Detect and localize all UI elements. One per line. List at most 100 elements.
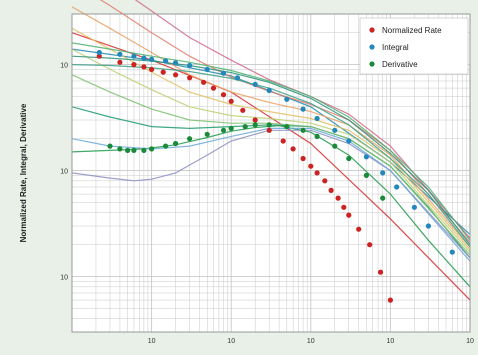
y-axis-title: Normalized Rate, Integral, Derivative (19, 103, 28, 242)
derivative-point (149, 146, 155, 152)
y-tick-label: 10 (60, 63, 68, 70)
derivative-point (131, 147, 137, 153)
integral-point (346, 138, 352, 144)
integral-point (220, 70, 227, 76)
derivative-point (173, 140, 179, 147)
legend-marker-normalized-rate (369, 27, 375, 33)
normalized-rate-point (141, 64, 147, 70)
legend: Normalized Rate Integral Derivative (359, 17, 469, 75)
derivative-point (141, 147, 147, 153)
normalized-rate-point (96, 53, 102, 59)
plot-border (71, 13, 471, 333)
normalized-rate-point (117, 59, 123, 65)
x-tick-label: 10 (466, 338, 474, 345)
integral-point (131, 53, 137, 59)
derivative-point (380, 195, 386, 201)
normalized-rate-point (356, 226, 362, 232)
type-curve-12 (71, 6, 471, 248)
derivative-point (204, 131, 210, 137)
normalized-rate-point (173, 72, 179, 78)
legend-box (359, 17, 469, 75)
type-curves (71, 0, 471, 301)
normalized-rate-point (377, 269, 384, 275)
normalized-rate-point (335, 195, 341, 201)
type-curve-7 (71, 129, 471, 259)
normalized-rate-point (240, 107, 246, 113)
normalized-rate-point (201, 79, 207, 85)
normalized-rate-point (308, 163, 314, 169)
integral-point (449, 249, 455, 255)
derivative-point (300, 127, 306, 133)
derivative-point (107, 143, 113, 149)
integral-point (117, 51, 123, 57)
integral-point (300, 106, 306, 112)
y-tick-label: 10 (60, 169, 68, 176)
normalized-rate-point (346, 212, 352, 218)
normalized-rate-point (210, 85, 217, 91)
integral-point (394, 184, 400, 190)
type-curve-9 (71, 74, 471, 256)
integral-point (411, 204, 417, 210)
tick-labels: 10 10 10 10 10 10 10 10 (60, 63, 474, 345)
normalized-rate-point (131, 62, 137, 68)
type-curve-11 (71, 27, 471, 250)
integral-point (204, 66, 210, 72)
legend-marker-integral (369, 44, 375, 50)
normalized-rate-point (290, 146, 296, 152)
type-curve-15 (71, 55, 471, 246)
type-curve-10 (71, 48, 471, 253)
derivative-point (220, 127, 227, 133)
integral-point (252, 81, 258, 87)
data-markers (96, 49, 455, 303)
integral-point (187, 62, 193, 69)
normalized-rate-point (314, 170, 320, 176)
integral-point (266, 87, 272, 94)
integral-point (141, 55, 147, 61)
derivative-point (266, 122, 272, 128)
derivative-point (346, 155, 352, 162)
normalized-rate-point (387, 297, 393, 303)
integral-point (314, 115, 320, 122)
normalized-rate-point (280, 138, 286, 144)
y-tick-label: 10 (60, 275, 68, 282)
derivative-point (252, 122, 258, 128)
integral-point (234, 75, 241, 81)
derivative-point (163, 143, 169, 149)
derivative-point (363, 172, 369, 178)
derivative-point (332, 143, 338, 149)
normalized-rate-point (228, 98, 234, 104)
derivative-point (242, 124, 248, 130)
normalized-rate-point (160, 69, 166, 75)
x-tick-label: 10 (148, 338, 156, 345)
legend-label-derivative: Derivative (382, 60, 418, 69)
normalized-rate-point (367, 242, 373, 248)
normalized-rate-point (252, 117, 258, 123)
normalized-rate-point (341, 204, 347, 210)
legend-marker-derivative (369, 61, 375, 67)
derivative-point (125, 147, 131, 153)
derivative-point (228, 125, 234, 131)
normalized-rate-point (322, 178, 328, 184)
derivative-point (284, 124, 290, 130)
type-curve-3 (71, 32, 471, 301)
integral-point (332, 127, 338, 133)
normalized-rate-point (328, 187, 334, 193)
type-curve-14 (134, 0, 471, 239)
integral-point (96, 49, 102, 56)
integral-point (380, 170, 386, 176)
x-tick-label: 10 (387, 338, 395, 345)
x-tick-label: 10 (227, 338, 235, 345)
normalized-rate-point (220, 92, 227, 98)
type-curve-8 (71, 127, 471, 262)
normalized-rate-point (149, 66, 155, 72)
grid (71, 13, 470, 333)
integral-point (284, 96, 290, 102)
derivative-point (117, 146, 123, 152)
type-curve-13 (99, 0, 471, 243)
integral-point (163, 58, 169, 64)
integral-point (149, 56, 155, 63)
legend-label-normalized-rate: Normalized Rate (382, 26, 442, 35)
normalized-rate-point (187, 75, 193, 81)
